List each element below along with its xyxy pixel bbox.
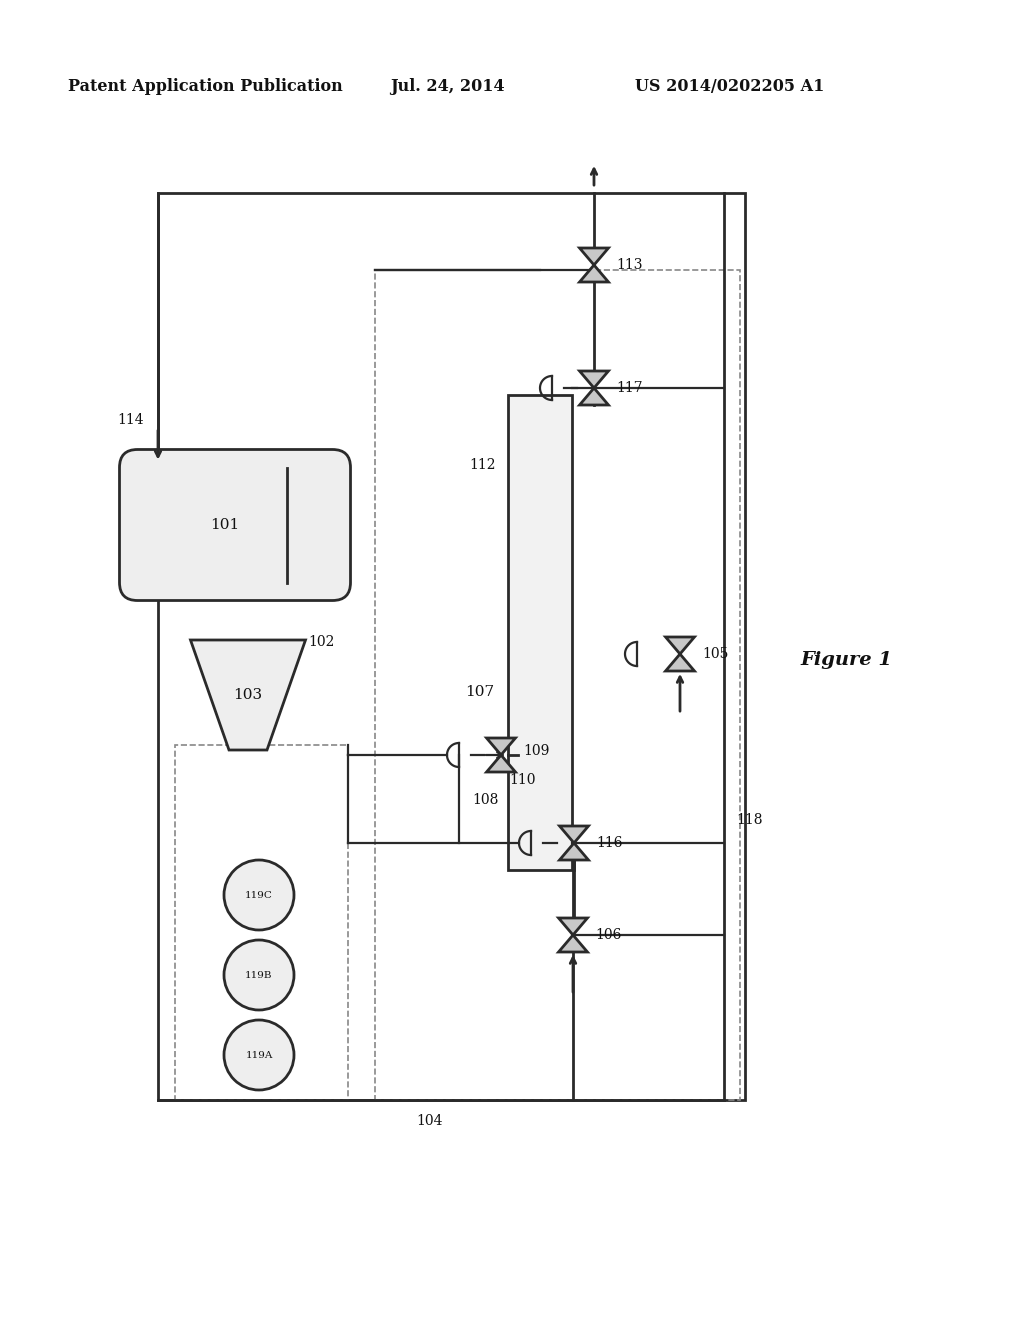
Text: 119A: 119A <box>246 1051 272 1060</box>
Text: 109: 109 <box>523 744 549 758</box>
Text: 112: 112 <box>469 458 496 473</box>
Text: 110: 110 <box>510 774 537 787</box>
Polygon shape <box>580 371 608 388</box>
Polygon shape <box>559 826 589 843</box>
Circle shape <box>224 940 294 1010</box>
Polygon shape <box>666 653 694 671</box>
Text: US 2014/0202205 A1: US 2014/0202205 A1 <box>635 78 824 95</box>
Text: 116: 116 <box>596 836 623 850</box>
Circle shape <box>224 861 294 931</box>
Polygon shape <box>559 843 589 861</box>
Text: 106: 106 <box>595 928 622 942</box>
Text: 117: 117 <box>616 381 643 395</box>
Polygon shape <box>580 265 608 282</box>
Bar <box>158 193 745 1100</box>
Text: 114: 114 <box>118 413 144 426</box>
Text: 119C: 119C <box>245 891 273 899</box>
Text: 104: 104 <box>417 1114 443 1129</box>
Bar <box>508 395 572 870</box>
Text: 101: 101 <box>210 517 240 532</box>
FancyBboxPatch shape <box>120 450 350 601</box>
Text: 107: 107 <box>465 685 494 700</box>
Text: Figure 1: Figure 1 <box>800 651 892 669</box>
Text: Patent Application Publication: Patent Application Publication <box>68 78 343 95</box>
Polygon shape <box>486 738 515 755</box>
Polygon shape <box>190 640 305 750</box>
Polygon shape <box>580 388 608 405</box>
Text: 118: 118 <box>736 813 763 828</box>
Polygon shape <box>580 248 608 265</box>
Text: 113: 113 <box>616 257 642 272</box>
Text: 103: 103 <box>233 688 262 702</box>
Text: 105: 105 <box>702 647 728 661</box>
Polygon shape <box>666 638 694 653</box>
Polygon shape <box>558 917 588 935</box>
Polygon shape <box>486 755 515 772</box>
Polygon shape <box>558 935 588 952</box>
Bar <box>375 271 740 1100</box>
Text: Jul. 24, 2014: Jul. 24, 2014 <box>390 78 505 95</box>
Text: 102: 102 <box>308 635 335 649</box>
Text: 119B: 119B <box>246 970 272 979</box>
Text: 108: 108 <box>473 793 499 807</box>
Bar <box>175 744 348 1100</box>
Circle shape <box>224 1020 294 1090</box>
